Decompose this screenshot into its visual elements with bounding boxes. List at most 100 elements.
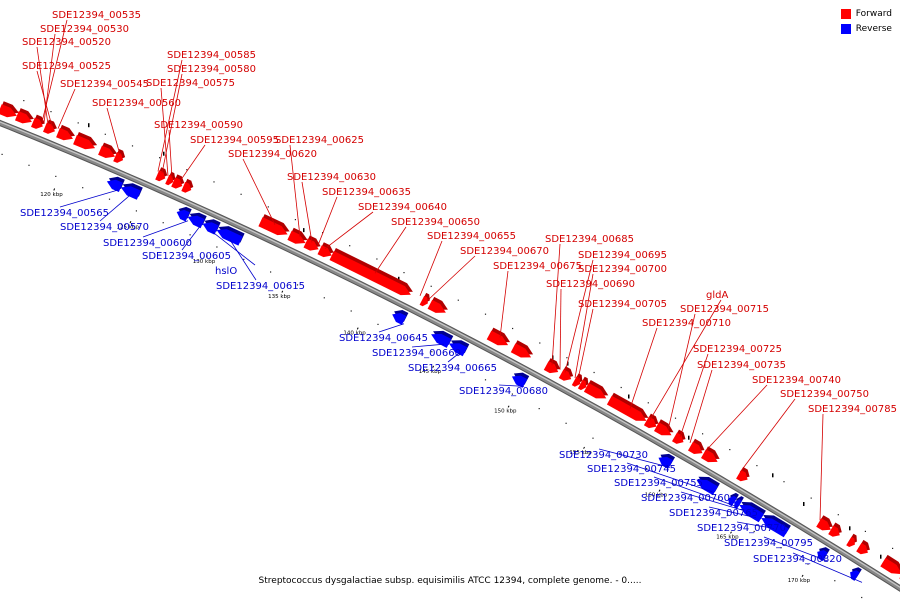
reverse-gene-label[interactable]: SDE12394_00770 xyxy=(697,523,786,534)
reverse-gene-arrow[interactable] xyxy=(511,372,530,388)
reverse-gene-label[interactable]: SDE12394_00765 xyxy=(669,508,758,519)
forward-gene-arrow[interactable] xyxy=(846,533,857,547)
reverse-gene-arrow[interactable] xyxy=(120,183,143,200)
forward-gene-arrow[interactable] xyxy=(0,101,19,118)
reverse-gene-arrow[interactable] xyxy=(658,453,676,469)
forward-gene-arrow[interactable] xyxy=(165,171,176,186)
forward-gene-label[interactable]: SDE12394_00595 xyxy=(190,135,279,146)
forward-gene-arrow[interactable] xyxy=(419,292,430,307)
forward-gene-arrow[interactable] xyxy=(606,392,649,421)
forward-gene-arrow[interactable] xyxy=(155,167,168,182)
reverse-gene-label[interactable]: SDE12394_00570 xyxy=(60,222,149,233)
forward-gene-arrow[interactable] xyxy=(98,142,118,158)
reverse-gene-arrow[interactable] xyxy=(187,212,207,229)
forward-gene-arrow[interactable] xyxy=(171,174,185,189)
forward-gene-arrow[interactable] xyxy=(15,108,34,124)
reverse-gene-label[interactable]: SDE12394_00615 xyxy=(216,281,305,292)
forward-gene-arrow[interactable] xyxy=(486,327,511,346)
forward-gene-arrow[interactable] xyxy=(543,358,561,374)
reverse-gene-label[interactable]: SDE12394_00745 xyxy=(587,464,676,475)
reverse-gene-label[interactable]: SDE12394_00820 xyxy=(753,554,842,565)
forward-gene-label[interactable]: SDE12394_00685 xyxy=(545,234,634,245)
reverse-gene-arrow[interactable] xyxy=(176,206,192,222)
reverse-gene-label[interactable]: SDE12394_00645 xyxy=(339,333,428,344)
reverse-gene-arrow[interactable] xyxy=(216,226,245,246)
reverse-gene-label[interactable]: SDE12394_00665 xyxy=(408,363,497,374)
reverse-gene-label[interactable]: SDE12394_00795 xyxy=(724,538,813,549)
reverse-gene-label[interactable]: SDE12394_00660 xyxy=(372,348,461,359)
reverse-gene-arrow[interactable] xyxy=(431,330,454,348)
forward-gene-label[interactable]: SDE12394_00710 xyxy=(642,318,731,329)
reverse-gene-label[interactable]: SDE12394_00755 xyxy=(614,478,703,489)
forward-gene-label[interactable]: gldA xyxy=(706,290,728,301)
forward-gene-arrow[interactable] xyxy=(558,366,574,381)
forward-gene-arrow[interactable] xyxy=(654,419,674,436)
forward-gene-arrow[interactable] xyxy=(427,296,448,313)
reverse-gene-arrow[interactable] xyxy=(761,515,791,538)
reverse-gene-arrow[interactable] xyxy=(392,310,409,325)
forward-gene-label[interactable]: SDE12394_00675 xyxy=(493,261,582,272)
forward-gene-label[interactable]: SDE12394_00725 xyxy=(693,344,782,355)
forward-gene-label[interactable]: SDE12394_00705 xyxy=(578,299,667,310)
forward-gene-arrow[interactable] xyxy=(329,248,413,296)
forward-gene-label[interactable]: SDE12394_00545 xyxy=(60,79,149,90)
forward-gene-label[interactable]: SDE12394_00695 xyxy=(578,250,667,261)
forward-gene-label[interactable]: SDE12394_00670 xyxy=(460,246,549,257)
reverse-gene-arrow[interactable] xyxy=(696,476,720,496)
forward-gene-label[interactable]: SDE12394_00715 xyxy=(680,304,769,315)
reverse-gene-label[interactable]: hslO xyxy=(215,266,237,277)
forward-gene-label[interactable]: SDE12394_00580 xyxy=(167,64,256,75)
forward-gene-arrow[interactable] xyxy=(880,554,900,574)
reverse-gene-arrow[interactable] xyxy=(202,219,221,235)
forward-gene-label[interactable]: SDE12394_00750 xyxy=(780,389,869,400)
reverse-gene-arrow[interactable] xyxy=(728,492,739,507)
forward-gene-arrow[interactable] xyxy=(303,235,321,251)
forward-gene-label[interactable]: SDE12394_00625 xyxy=(275,135,364,146)
forward-gene-arrow[interactable] xyxy=(816,515,833,531)
forward-gene-arrow[interactable] xyxy=(828,522,842,537)
forward-gene-arrow[interactable] xyxy=(31,114,45,129)
forward-gene-label[interactable]: SDE12394_00620 xyxy=(228,149,317,160)
forward-gene-arrow[interactable] xyxy=(56,124,75,141)
forward-gene-arrow[interactable] xyxy=(577,376,589,391)
reverse-gene-label[interactable]: SDE12394_00605 xyxy=(142,251,231,262)
forward-gene-label[interactable]: SDE12394_00530 xyxy=(40,24,129,35)
forward-gene-label[interactable]: SDE12394_00635 xyxy=(322,187,411,198)
forward-gene-arrow[interactable] xyxy=(736,467,750,482)
forward-gene-arrow[interactable] xyxy=(643,413,659,429)
forward-gene-label[interactable]: SDE12394_00650 xyxy=(391,217,480,228)
forward-gene-label[interactable]: SDE12394_00690 xyxy=(546,279,635,290)
reverse-gene-arrow[interactable] xyxy=(106,176,125,192)
reverse-gene-label[interactable]: SDE12394_00730 xyxy=(559,450,648,461)
forward-gene-label[interactable]: SDE12394_00575 xyxy=(146,78,235,89)
reverse-gene-label[interactable]: SDE12394_00760 xyxy=(641,493,730,504)
forward-gene-label[interactable]: SDE12394_00585 xyxy=(167,50,256,61)
forward-gene-arrow[interactable] xyxy=(510,340,534,358)
forward-gene-arrow[interactable] xyxy=(73,132,98,150)
forward-gene-arrow[interactable] xyxy=(258,214,290,236)
forward-gene-label[interactable]: SDE12394_00560 xyxy=(92,98,181,109)
forward-gene-arrow[interactable] xyxy=(181,178,194,193)
forward-gene-label[interactable]: SDE12394_00535 xyxy=(52,10,141,21)
reverse-gene-label[interactable]: SDE12394_00565 xyxy=(20,208,109,219)
reverse-gene-label[interactable]: SDE12394_00680 xyxy=(459,386,548,397)
forward-gene-label[interactable]: SDE12394_00640 xyxy=(358,202,447,213)
forward-gene-label[interactable]: SDE12394_00520 xyxy=(22,37,111,48)
forward-gene-label[interactable]: SDE12394_00700 xyxy=(578,264,667,275)
reverse-gene-label[interactable]: SDE12394_00600 xyxy=(103,238,192,249)
forward-gene-label[interactable]: SDE12394_00525 xyxy=(22,61,111,72)
forward-gene-arrow[interactable] xyxy=(43,119,57,134)
forward-gene-arrow[interactable] xyxy=(287,227,308,244)
forward-gene-arrow[interactable] xyxy=(688,438,705,454)
forward-gene-arrow[interactable] xyxy=(672,429,686,444)
forward-gene-arrow[interactable] xyxy=(856,539,870,555)
forward-gene-label[interactable]: SDE12394_00785 xyxy=(808,404,897,415)
forward-gene-label[interactable]: SDE12394_00740 xyxy=(752,375,841,386)
reverse-gene-arrow[interactable] xyxy=(739,501,766,523)
forward-gene-label[interactable]: SDE12394_00590 xyxy=(154,120,243,131)
reverse-gene-arrow[interactable] xyxy=(449,340,470,357)
forward-gene-arrow[interactable] xyxy=(317,242,334,258)
forward-gene-label[interactable]: SDE12394_00655 xyxy=(427,231,516,242)
forward-gene-arrow[interactable] xyxy=(583,380,609,399)
forward-gene-label[interactable]: SDE12394_00630 xyxy=(287,172,376,183)
